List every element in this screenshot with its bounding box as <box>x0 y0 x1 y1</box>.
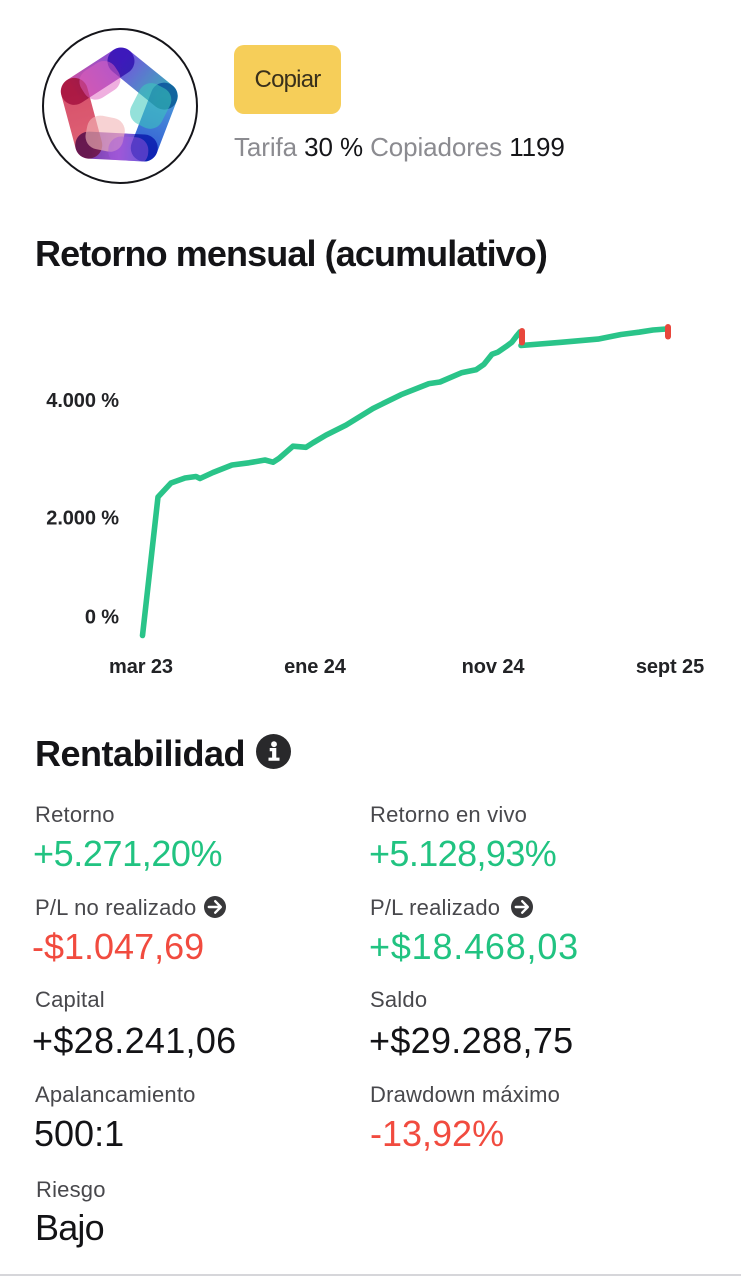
svg-text:ene 24: ene 24 <box>284 656 347 678</box>
svg-text:mar 23: mar 23 <box>109 656 173 678</box>
svg-text:4.000 %: 4.000 % <box>46 390 119 412</box>
svg-text:0 %: 0 % <box>85 607 119 629</box>
svg-text:nov 24: nov 24 <box>462 656 526 678</box>
svg-text:2.000 %: 2.000 % <box>46 508 119 530</box>
svg-text:sept 25: sept 25 <box>636 656 704 678</box>
